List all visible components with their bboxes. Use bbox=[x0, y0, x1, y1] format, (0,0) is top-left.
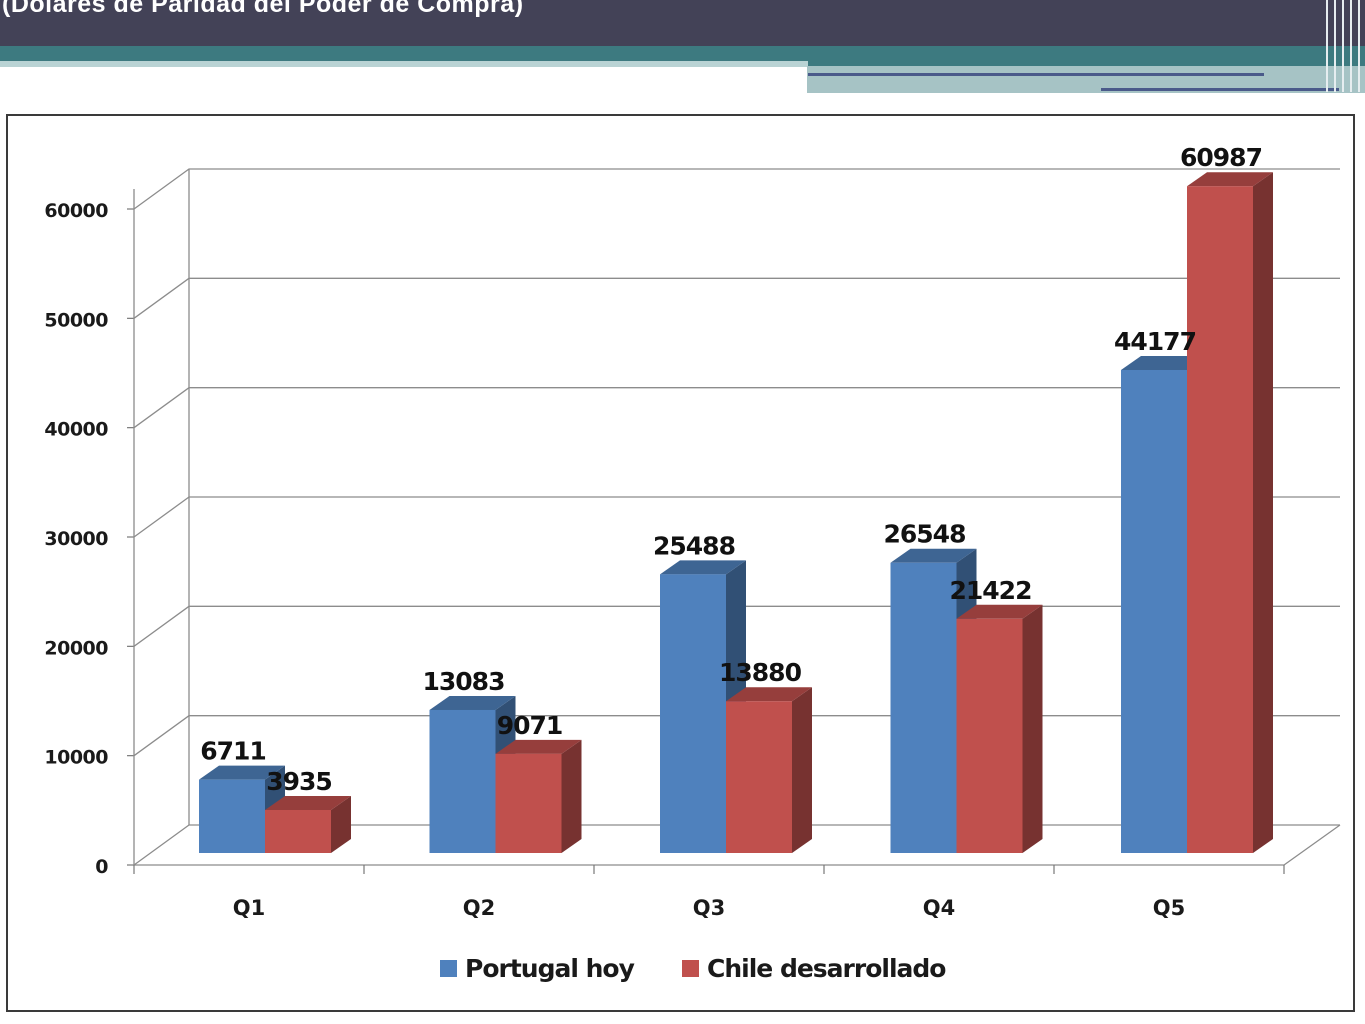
bar-front bbox=[1187, 186, 1253, 853]
data-label: 25488 bbox=[653, 531, 735, 560]
bar-front bbox=[495, 753, 562, 853]
bar-top bbox=[1187, 172, 1273, 187]
data-label: 3935 bbox=[266, 767, 332, 796]
x-tick-label: Q4 bbox=[923, 896, 955, 920]
bar-front bbox=[726, 701, 792, 853]
decorative-stripe bbox=[1358, 0, 1360, 92]
data-label: 21422 bbox=[950, 576, 1032, 605]
y-tick-label: 0 bbox=[95, 856, 108, 878]
y-tick-label: 20000 bbox=[44, 637, 108, 659]
legend-label: Chile desarrollado bbox=[707, 954, 946, 983]
bar-side bbox=[561, 739, 582, 853]
decorative-stripe bbox=[1326, 0, 1328, 92]
x-tick-label: Q1 bbox=[233, 896, 265, 920]
bar-top bbox=[890, 548, 977, 563]
data-label: 60987 bbox=[1180, 143, 1262, 172]
x-tick-label: Q5 bbox=[1153, 896, 1185, 920]
chart-axes: 0 10000 20000 30000 40000 50000 60000 Q1 Q2 Q3 Q4 Q… bbox=[44, 169, 1341, 920]
decorative-line bbox=[1101, 88, 1339, 91]
bar-top bbox=[1121, 355, 1207, 370]
gridline bbox=[133, 168, 1340, 210]
bar bbox=[265, 795, 351, 853]
bar bbox=[1187, 172, 1273, 853]
bar-top bbox=[660, 560, 746, 575]
bar-top bbox=[429, 695, 516, 710]
x-tick-label: Q2 bbox=[463, 896, 495, 920]
data-label: 44177 bbox=[1114, 327, 1196, 356]
bar bbox=[726, 687, 812, 853]
gridline bbox=[133, 277, 1340, 319]
bar-front bbox=[890, 562, 957, 853]
header-band: (Dólares de Paridad del Poder de Compra) bbox=[0, 0, 1365, 46]
bar bbox=[495, 739, 582, 853]
bar-front bbox=[265, 809, 331, 853]
bar-top bbox=[495, 739, 582, 754]
data-label: 9071 bbox=[497, 711, 563, 740]
x-tick-label: Q3 bbox=[693, 896, 725, 920]
decorative-stripe bbox=[1334, 0, 1336, 92]
bar-side bbox=[331, 795, 351, 853]
bar-top bbox=[956, 604, 1043, 619]
data-label: 26548 bbox=[884, 520, 966, 549]
bar-front bbox=[429, 709, 496, 853]
chart-bars bbox=[199, 172, 1273, 853]
bar-front bbox=[1121, 369, 1187, 853]
decorative-line bbox=[808, 73, 1264, 76]
page-title: (Dólares de Paridad del Poder de Compra) bbox=[2, 0, 524, 18]
legend-label: Portugal hoy bbox=[465, 954, 635, 983]
y-tick-label: 40000 bbox=[44, 419, 108, 441]
y-tick-label: 60000 bbox=[44, 200, 108, 222]
decorative-stripe bbox=[1342, 0, 1344, 92]
data-label: 13083 bbox=[423, 667, 505, 696]
bar-side bbox=[1253, 172, 1273, 853]
bar-top bbox=[199, 765, 285, 780]
bar bbox=[956, 604, 1043, 853]
bar-front bbox=[956, 618, 1023, 853]
bar-side bbox=[792, 687, 812, 853]
bar-front bbox=[660, 574, 726, 853]
bar-top bbox=[265, 795, 351, 810]
legend-swatch-portugal bbox=[440, 960, 457, 977]
bar-top bbox=[726, 687, 812, 702]
data-label: 6711 bbox=[200, 737, 266, 766]
y-tick-label: 50000 bbox=[44, 309, 108, 331]
bar-front bbox=[199, 779, 265, 853]
bar-side bbox=[1022, 604, 1043, 853]
y-tick-label: 10000 bbox=[44, 747, 108, 769]
header-accent-strip bbox=[0, 61, 808, 67]
legend-swatch-chile bbox=[682, 960, 699, 977]
decorative-stripe bbox=[1350, 0, 1352, 92]
y-tick-label: 30000 bbox=[44, 528, 108, 550]
data-label: 13880 bbox=[719, 658, 802, 687]
legend-item-chile: Chile desarrollado bbox=[682, 954, 946, 983]
legend-item-portugal: Portugal hoy bbox=[440, 954, 635, 983]
